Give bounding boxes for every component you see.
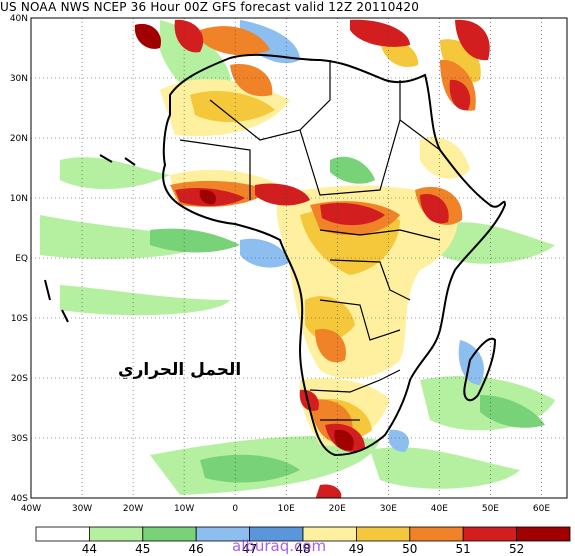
longitude-label: 20E [329,504,346,514]
latitude-labels: 40N 30N 20N 10N EQ 10S 20S 30S 40S [10,14,28,504]
field-darkred [134,23,354,451]
longitude-label: 40W [21,504,41,514]
latitude-label: 40N [10,14,28,24]
convection-annotation: الحمل الحراري [118,360,242,380]
graticule-layer [31,18,567,498]
longitude-label: 20W [123,504,143,514]
legend-label: 47 [242,542,257,556]
coastline-layer [44,53,507,457]
legend-label: 44 [82,542,97,556]
legend-label: 46 [189,542,204,556]
legend-swatch [35,526,90,542]
plot-frame [30,17,568,499]
longitude-label: 30W [72,504,92,514]
map-title: US NOAA NWS NCEP 36 Hour 00Z GFS forecas… [0,0,420,14]
legend-swatch [516,526,571,542]
longitude-labels: 40W 30W 20W 10W 0 10E 20E 30E 40E 50E 60E [21,504,551,514]
legend-label: 49 [349,542,364,556]
latitude-label: 20N [10,134,28,144]
legend-swatch [409,526,464,542]
legend-swatch [89,526,144,542]
convection-field-layer [40,19,555,498]
latitude-label: 40S [11,494,28,504]
latitude-label: 30N [10,74,28,84]
latitude-label: 20S [11,374,28,384]
longitude-label: 0 [232,504,238,514]
longitude-label: 10E [278,504,295,514]
watermark: alburaq.com [232,537,327,555]
longitude-label: 60E [533,504,550,514]
legend-swatch [355,526,411,542]
latitude-label: EQ [15,254,28,264]
legend-swatch [142,526,197,542]
field-medgreen [150,156,545,483]
latitude-label: 30S [11,434,28,444]
legend-label: 48 [295,542,310,556]
legend-label: 51 [456,542,471,556]
longitude-label: 10W [174,504,194,514]
latitude-label: 10N [10,194,28,204]
longitude-label: 50E [482,504,499,514]
color-legend: 44 45 46 47 48 49 50 51 52 [35,526,571,556]
border-layer [179,60,441,421]
latitude-label: 10S [11,314,28,324]
longitude-label: 40E [431,504,448,514]
legend-label: 45 [135,542,150,556]
legend-swatch [462,526,518,542]
legend-label: 50 [402,542,417,556]
longitude-label: 30E [380,504,397,514]
legend-label: 52 [509,542,524,556]
